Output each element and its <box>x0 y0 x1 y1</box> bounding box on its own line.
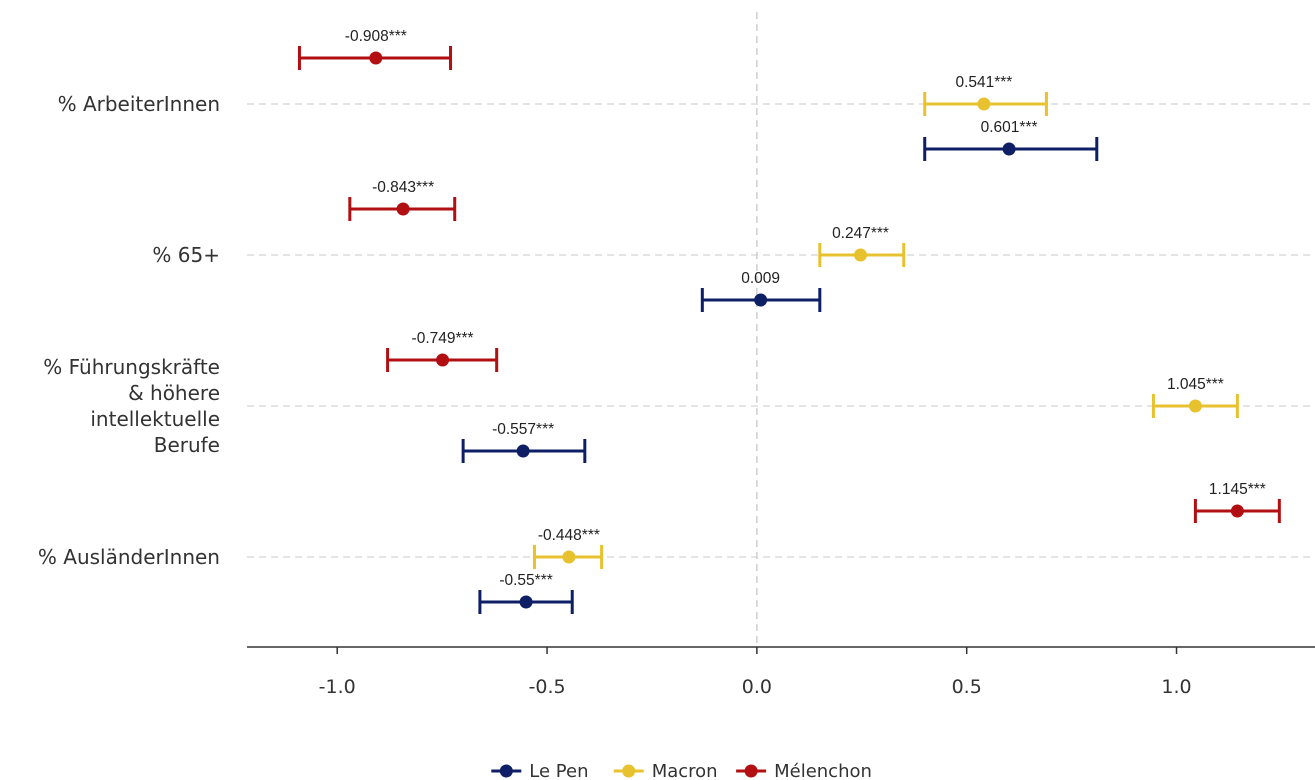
point-macron <box>1188 399 1202 413</box>
point-macron <box>562 550 576 564</box>
x-tick-label: -1.0 <box>319 676 356 698</box>
x-tick-label: 0.0 <box>742 676 772 698</box>
legend-label: Le Pen <box>529 761 588 780</box>
category-labels: % ArbeiterInnen % 65+ % Führungskräfte & hö… <box>38 92 220 569</box>
x-axis: -1.0 -0.5 0.0 0.5 1.0 <box>247 646 1315 698</box>
value-label-m-lenchon: 1.145*** <box>1209 481 1266 498</box>
value-label-le-pen: 0.009 <box>741 270 780 287</box>
legend: Le Pen Macron Mélenchon <box>491 761 872 780</box>
legend-label: Macron <box>652 761 718 780</box>
point-le-pen <box>1002 142 1016 156</box>
point-le-pen <box>754 293 768 307</box>
category-label: % Führungskräfte & höhere intellektuelle Be… <box>43 355 220 457</box>
legend-item-macron: Macron <box>613 761 718 780</box>
grid-layer <box>247 12 1315 647</box>
point-le-pen <box>519 595 533 609</box>
point-macron <box>977 97 991 111</box>
legend-item-m-lenchon: Mélenchon <box>736 761 872 780</box>
point-macron <box>854 248 868 262</box>
point-le-pen <box>516 444 530 458</box>
x-tick-label: 0.5 <box>952 676 982 698</box>
value-label-m-lenchon: -0.843*** <box>372 179 434 196</box>
legend-key-dot <box>622 764 636 778</box>
legend-label: Mélenchon <box>774 761 872 780</box>
point-m-lenchon <box>1230 504 1244 518</box>
x-tick-label: -0.5 <box>529 676 566 698</box>
value-labels: -0.908*** -0.843*** -0.749*** 1.145*** 0.541… <box>345 28 1266 589</box>
legend-key-dot <box>744 764 758 778</box>
value-label-macron: 0.541*** <box>955 74 1012 91</box>
category-label: % AusländerInnen <box>38 545 220 569</box>
value-label-m-lenchon: -0.749*** <box>412 330 474 347</box>
value-label-le-pen: 0.601*** <box>981 119 1038 136</box>
category-label: % ArbeiterInnen <box>58 92 220 116</box>
point-m-lenchon <box>436 353 450 367</box>
value-label-m-lenchon: -0.908*** <box>345 28 407 45</box>
legend-key-dot <box>499 764 513 778</box>
value-label-macron: -0.448*** <box>538 527 600 544</box>
legend-item-le-pen: Le Pen <box>491 761 589 780</box>
value-label-macron: 0.247*** <box>832 225 889 242</box>
point-estimates <box>369 51 1244 609</box>
point-m-lenchon <box>396 202 410 216</box>
point-m-lenchon <box>369 51 383 65</box>
value-label-le-pen: -0.557*** <box>492 421 554 438</box>
value-label-macron: 1.045*** <box>1167 376 1224 393</box>
category-label: % 65+ <box>152 243 220 267</box>
x-tick-label: 1.0 <box>1161 676 1191 698</box>
value-label-le-pen: -0.55*** <box>499 572 552 589</box>
